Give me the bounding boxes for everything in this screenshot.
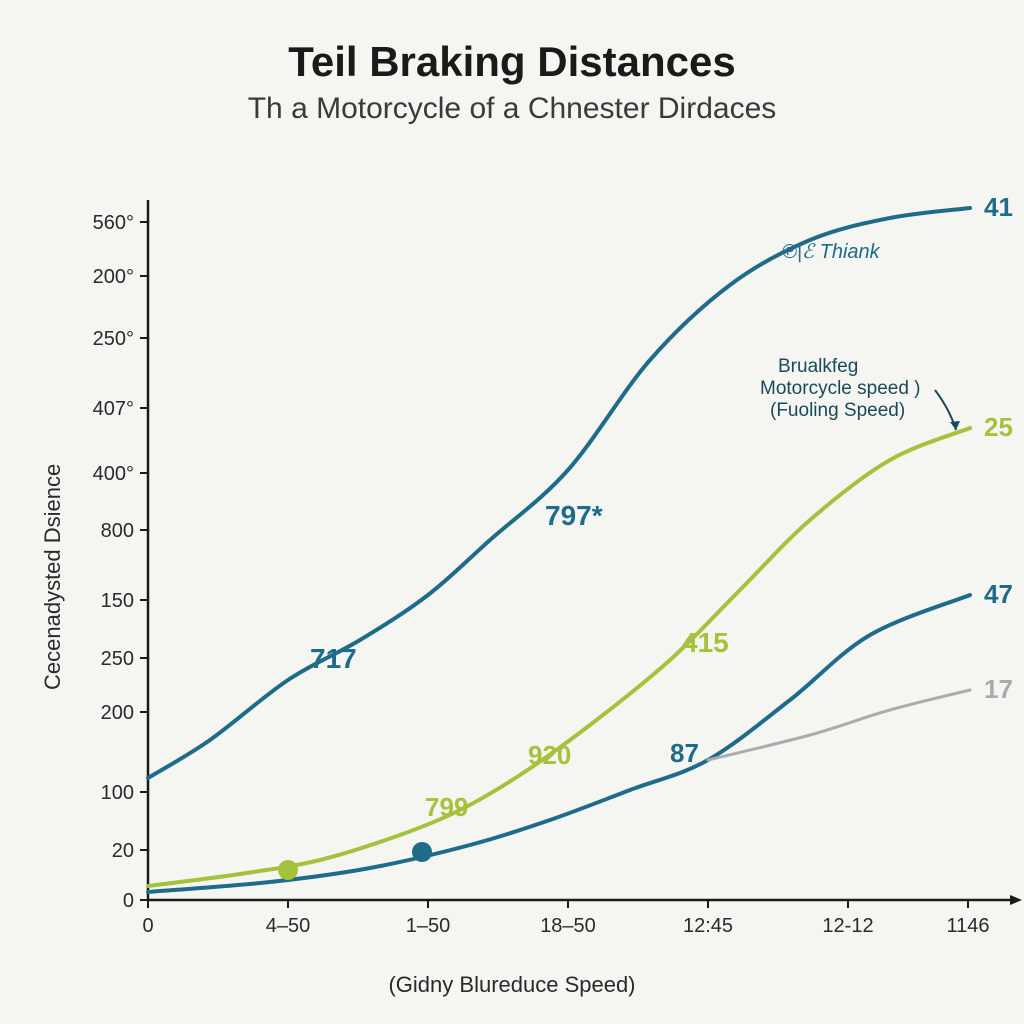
marker (412, 842, 432, 862)
series-gray (708, 690, 970, 760)
y-axis-label: Cecenadysted Dsience (40, 464, 66, 690)
series-top_blue (148, 208, 970, 778)
y-tick-label: 407° (93, 398, 134, 420)
annotation: (Fuoling Speed) (770, 400, 905, 421)
annotation: Brualkfeg (778, 356, 858, 377)
y-tick-label: 0 (123, 890, 134, 912)
y-tick-label: 400° (93, 463, 134, 485)
x-tick-label: 18–50 (540, 915, 596, 937)
series-end-label: 47 (984, 579, 1013, 609)
series-end-label: 17 (984, 674, 1013, 704)
x-axis-label: (Gidny Blureduce Speed) (0, 972, 1024, 998)
data-label: 717 (310, 643, 357, 674)
y-tick-label: 250° (93, 328, 134, 350)
y-tick-label: 560° (93, 212, 134, 234)
chart-title: Teil Braking Distances (0, 38, 1024, 86)
y-tick-label: 200° (93, 266, 134, 288)
y-tick-label: 250 (101, 648, 134, 670)
x-tick-label: 12-12 (822, 915, 873, 937)
x-tick-label: 1146 (946, 915, 989, 937)
data-label: 797* (545, 500, 603, 531)
annotation: Motorcycle speed ) (760, 378, 921, 399)
data-label: 415 (682, 627, 729, 658)
annotation-arrowhead (950, 421, 960, 430)
data-label: 920 (528, 740, 571, 770)
data-label: 87 (670, 738, 699, 768)
annotation: ℗|ℰ Thiank (782, 241, 881, 263)
y-tick-label: 100 (101, 782, 134, 804)
x-tick-label: 1–50 (406, 915, 451, 937)
x-tick-label: 12:45 (683, 915, 733, 937)
y-tick-label: 800 (101, 520, 134, 542)
chart-plot-area: 04–501–5018–5012:4512-121146020100200250… (90, 180, 970, 960)
marker (278, 860, 298, 880)
chart-svg: 0 4–50 1–50 18–50 12:45 12-12 1146 0 20 100 200 250… (90, 180, 1024, 960)
series-end-label: 41 (984, 192, 1013, 222)
chart-container: Teil Braking Distances Th a Motorcycle o… (0, 0, 1024, 1024)
x-tick-label: 4–50 (266, 915, 311, 937)
data-label: 799 (425, 792, 468, 822)
x-axis-arrow (1010, 895, 1022, 905)
y-tick-label: 200 (101, 702, 134, 724)
chart-subtitle: Th a Motorcycle of a Chnester Dirdaces (0, 92, 1024, 126)
x-tick-label: 0 (142, 915, 153, 937)
y-tick-label: 20 (112, 840, 134, 862)
series-end-label: 25 (984, 412, 1013, 442)
y-tick-label: 150 (101, 590, 134, 612)
